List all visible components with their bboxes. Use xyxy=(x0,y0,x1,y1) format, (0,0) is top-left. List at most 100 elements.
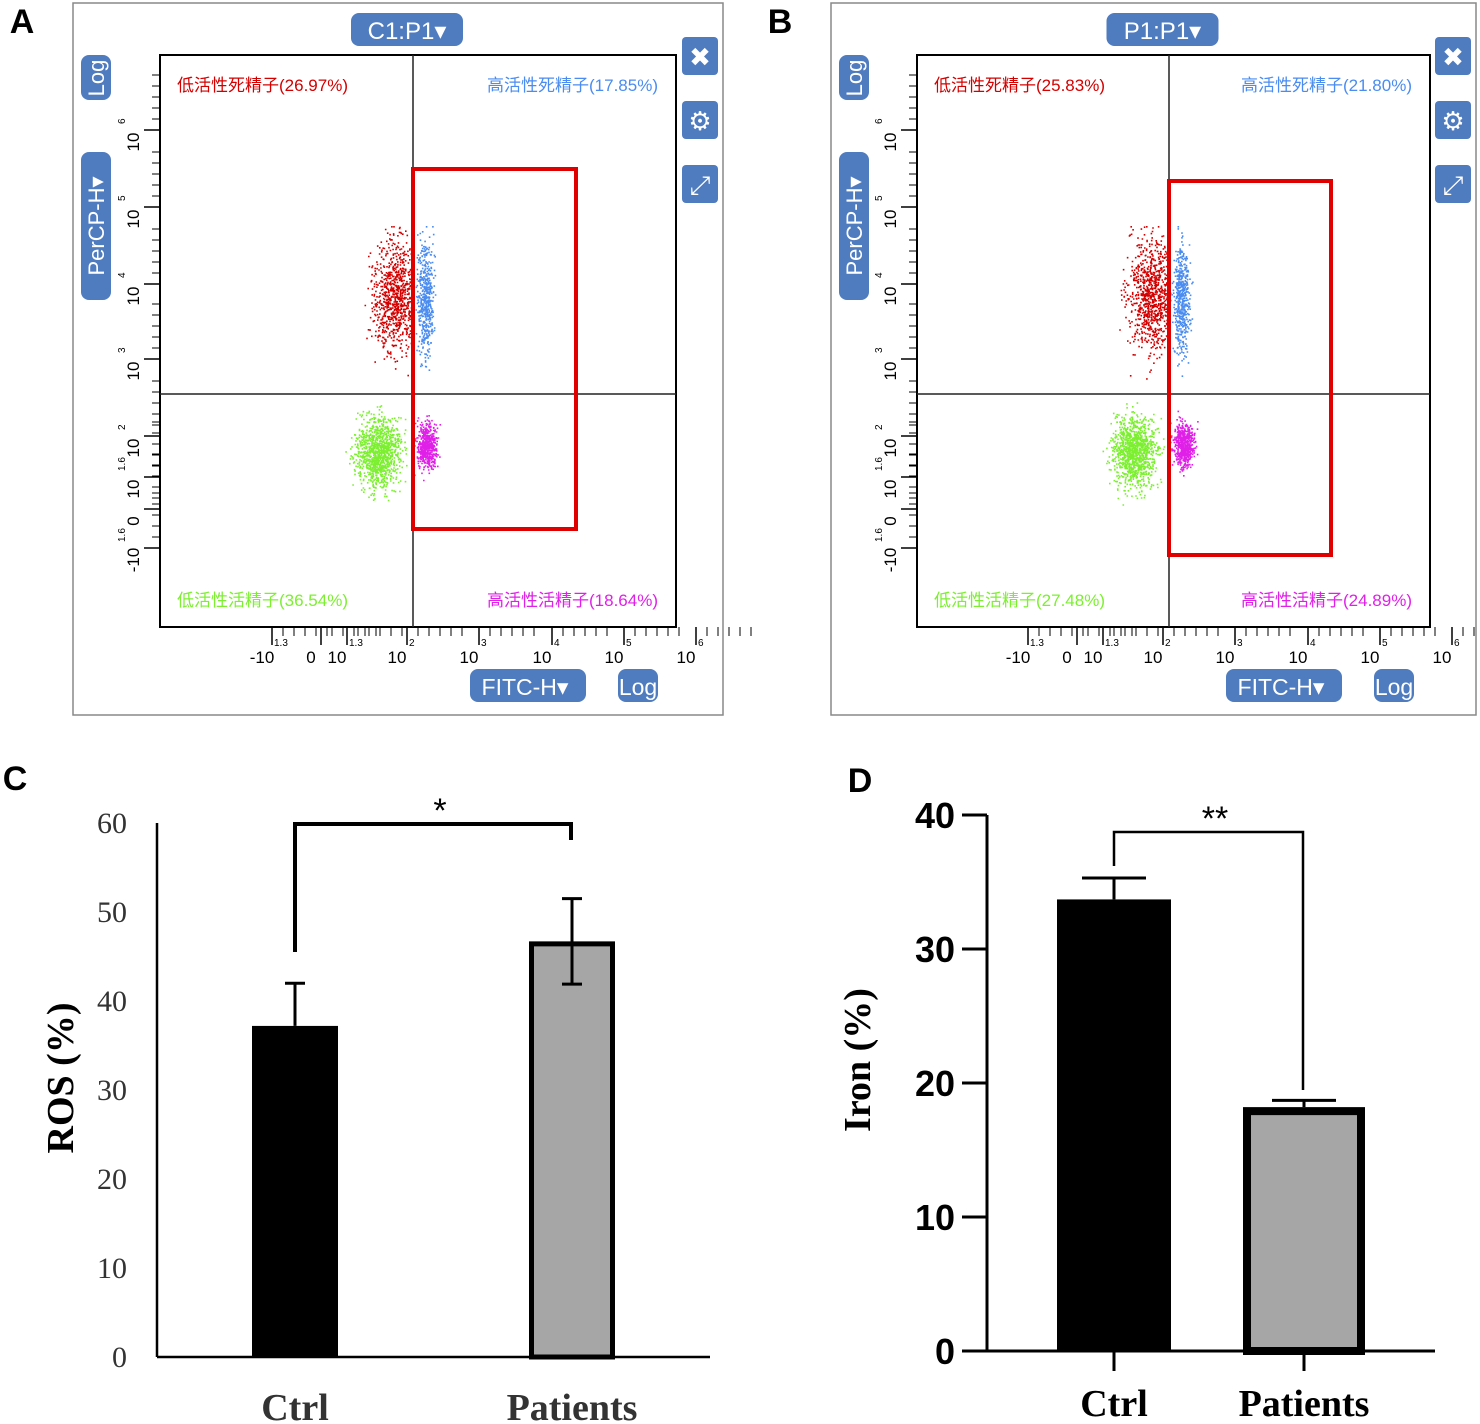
gear-icon: ⚙ xyxy=(688,106,711,136)
x-channel-label[interactable]: FITC-H▾ xyxy=(1238,674,1325,700)
iron-bar-chart: 0 10 20 30 40 Iron (%) Ctrl Patients ** xyxy=(837,795,1435,1424)
gate-selector-label[interactable]: P1:P1▾ xyxy=(1124,18,1201,45)
y-tick-exp: 5 xyxy=(874,195,885,201)
bar-ctrl xyxy=(1057,899,1171,1351)
gate-rectangle[interactable] xyxy=(1167,179,1333,557)
close-icon: ✖ xyxy=(1442,42,1464,72)
y-tick-label: 10 xyxy=(124,210,143,229)
x-tick-label: -10 xyxy=(250,648,275,667)
x-tick-label: 10 xyxy=(677,648,696,667)
x-scale-label[interactable]: Log xyxy=(619,674,657,700)
x-scale-button[interactable] xyxy=(618,669,658,702)
expand-button[interactable] xyxy=(682,165,718,203)
gate-selector-button[interactable] xyxy=(1106,13,1219,46)
x-tick-label: 10 xyxy=(533,648,552,667)
quadrant-label-ll: 低活性活精子(27.48%) xyxy=(934,591,1105,610)
y-axis-title: ROS (%) xyxy=(40,1003,82,1154)
x-tick-exp: 6 xyxy=(1454,638,1460,649)
events-ll xyxy=(345,405,408,502)
x-channel-button[interactable] xyxy=(470,669,586,702)
quadrant-label-ur: 高活性死精子(21.80%) xyxy=(1241,76,1412,95)
y-scale-label[interactable]: Log xyxy=(842,60,867,97)
x-tick-label: 10 xyxy=(1144,648,1163,667)
significance-label: ** xyxy=(1202,800,1228,838)
y-tick-exp: 2 xyxy=(117,424,128,430)
panel-label: D xyxy=(848,762,873,800)
x-tick-exp: 3 xyxy=(481,638,487,649)
y-tick-exp: 1.6 xyxy=(117,457,128,471)
gate-rectangle[interactable] xyxy=(411,167,578,531)
expand-icon: ⤢ xyxy=(1443,170,1464,200)
y-channel-label[interactable]: PerCP-H▾ xyxy=(842,176,867,275)
y-channel-button[interactable] xyxy=(81,152,111,300)
y-tick-label: 10 xyxy=(124,287,143,306)
error-bar xyxy=(285,981,305,1026)
panel-border xyxy=(72,2,724,716)
y-tick-label: -10 xyxy=(881,548,900,573)
y-tick-label: 30 xyxy=(97,1074,127,1107)
y-tick-label: 10 xyxy=(881,362,900,381)
y-scale-button[interactable] xyxy=(81,55,111,100)
gate-selector-button[interactable] xyxy=(351,13,463,46)
x-tick-label: Patients xyxy=(507,1387,638,1424)
y-scale-button[interactable] xyxy=(839,55,869,100)
x-scale-label[interactable]: Log xyxy=(1375,674,1413,700)
flow-panel: C1:P1▾ ✖ ⚙ ⤢ Log PerCP-H▾ 低活性死精子(26.97%) 高活性死精子… xyxy=(72,2,752,716)
gear-button[interactable] xyxy=(682,101,718,139)
error-bar xyxy=(1082,876,1146,900)
y-scale-label[interactable]: Log xyxy=(84,60,109,97)
x-tick-label: 10 xyxy=(388,648,407,667)
x-channel-button[interactable] xyxy=(1226,669,1342,702)
x-tick-label: 0 xyxy=(1062,648,1071,667)
x-tick-label: 10 xyxy=(1289,648,1308,667)
y-tick-exp: 2 xyxy=(874,424,885,430)
y-tick-label: 10 xyxy=(124,439,143,458)
x-scale-button[interactable] xyxy=(1374,669,1414,702)
close-button[interactable] xyxy=(682,37,718,75)
y-tick-label: -10 xyxy=(124,548,143,573)
y-tick-exp: 6 xyxy=(117,118,128,124)
gear-button[interactable] xyxy=(1435,101,1471,139)
expand-button[interactable] xyxy=(1435,165,1471,203)
x-tick-exp: 4 xyxy=(1310,638,1316,649)
x-tick-exp: 1.3 xyxy=(349,638,363,649)
plot-area xyxy=(159,54,677,628)
x-tick-exp: 4 xyxy=(554,638,560,649)
x-tick-label: Ctrl xyxy=(261,1387,329,1424)
y-tick-exp: 3 xyxy=(117,347,128,353)
expand-icon: ⤢ xyxy=(690,170,711,200)
quadrant-label-ul: 低活性死精子(26.97%) xyxy=(177,76,348,95)
ros-bar-chart: 0 10 20 30 40 50 60 ROS (%) Ctrl Patients * xyxy=(40,792,710,1424)
y-tick-label: 10 xyxy=(97,1252,127,1285)
events-lr xyxy=(1170,410,1199,477)
y-tick-exp: 3 xyxy=(874,347,885,353)
quadrant-label-lr: 高活性活精子(18.64%) xyxy=(487,591,658,610)
close-button[interactable] xyxy=(1435,37,1471,75)
y-channel-button[interactable] xyxy=(839,152,869,300)
y-tick-label: 10 xyxy=(915,1197,955,1238)
error-bar xyxy=(1272,1098,1336,1108)
significance-bracket xyxy=(1112,830,1305,1090)
events-ur xyxy=(1170,226,1194,377)
events-lr xyxy=(414,415,442,482)
panel-label: B xyxy=(768,3,793,41)
y-axis-title: Iron (%) xyxy=(837,988,879,1132)
x-tick-label: 10 xyxy=(605,648,624,667)
gear-icon: ⚙ xyxy=(1441,106,1464,136)
y-tick-exp: 1.6 xyxy=(874,528,885,542)
y-tick-label: 50 xyxy=(97,896,127,929)
y-tick-exp: 4 xyxy=(874,272,885,278)
x-tick-label: Ctrl xyxy=(1080,1383,1148,1424)
gate-selector-label[interactable]: C1:P1▾ xyxy=(368,18,447,45)
y-tick-label: 10 xyxy=(881,133,900,152)
y-tick-exp: 6 xyxy=(874,118,885,124)
x-tick-exp: 1.3 xyxy=(274,638,288,649)
panel-label: C xyxy=(3,760,28,798)
flow-panel: P1:P1▾ ✖ ⚙ ⤢ Log PerCP-H▾ 低活性死精子(25.83%) 高活性死精子… xyxy=(830,2,1477,716)
y-channel-label[interactable]: PerCP-H▾ xyxy=(84,176,109,275)
y-tick-label: 40 xyxy=(915,795,955,836)
x-channel-label[interactable]: FITC-H▾ xyxy=(482,674,569,700)
y-tick-label: 10 xyxy=(881,210,900,229)
